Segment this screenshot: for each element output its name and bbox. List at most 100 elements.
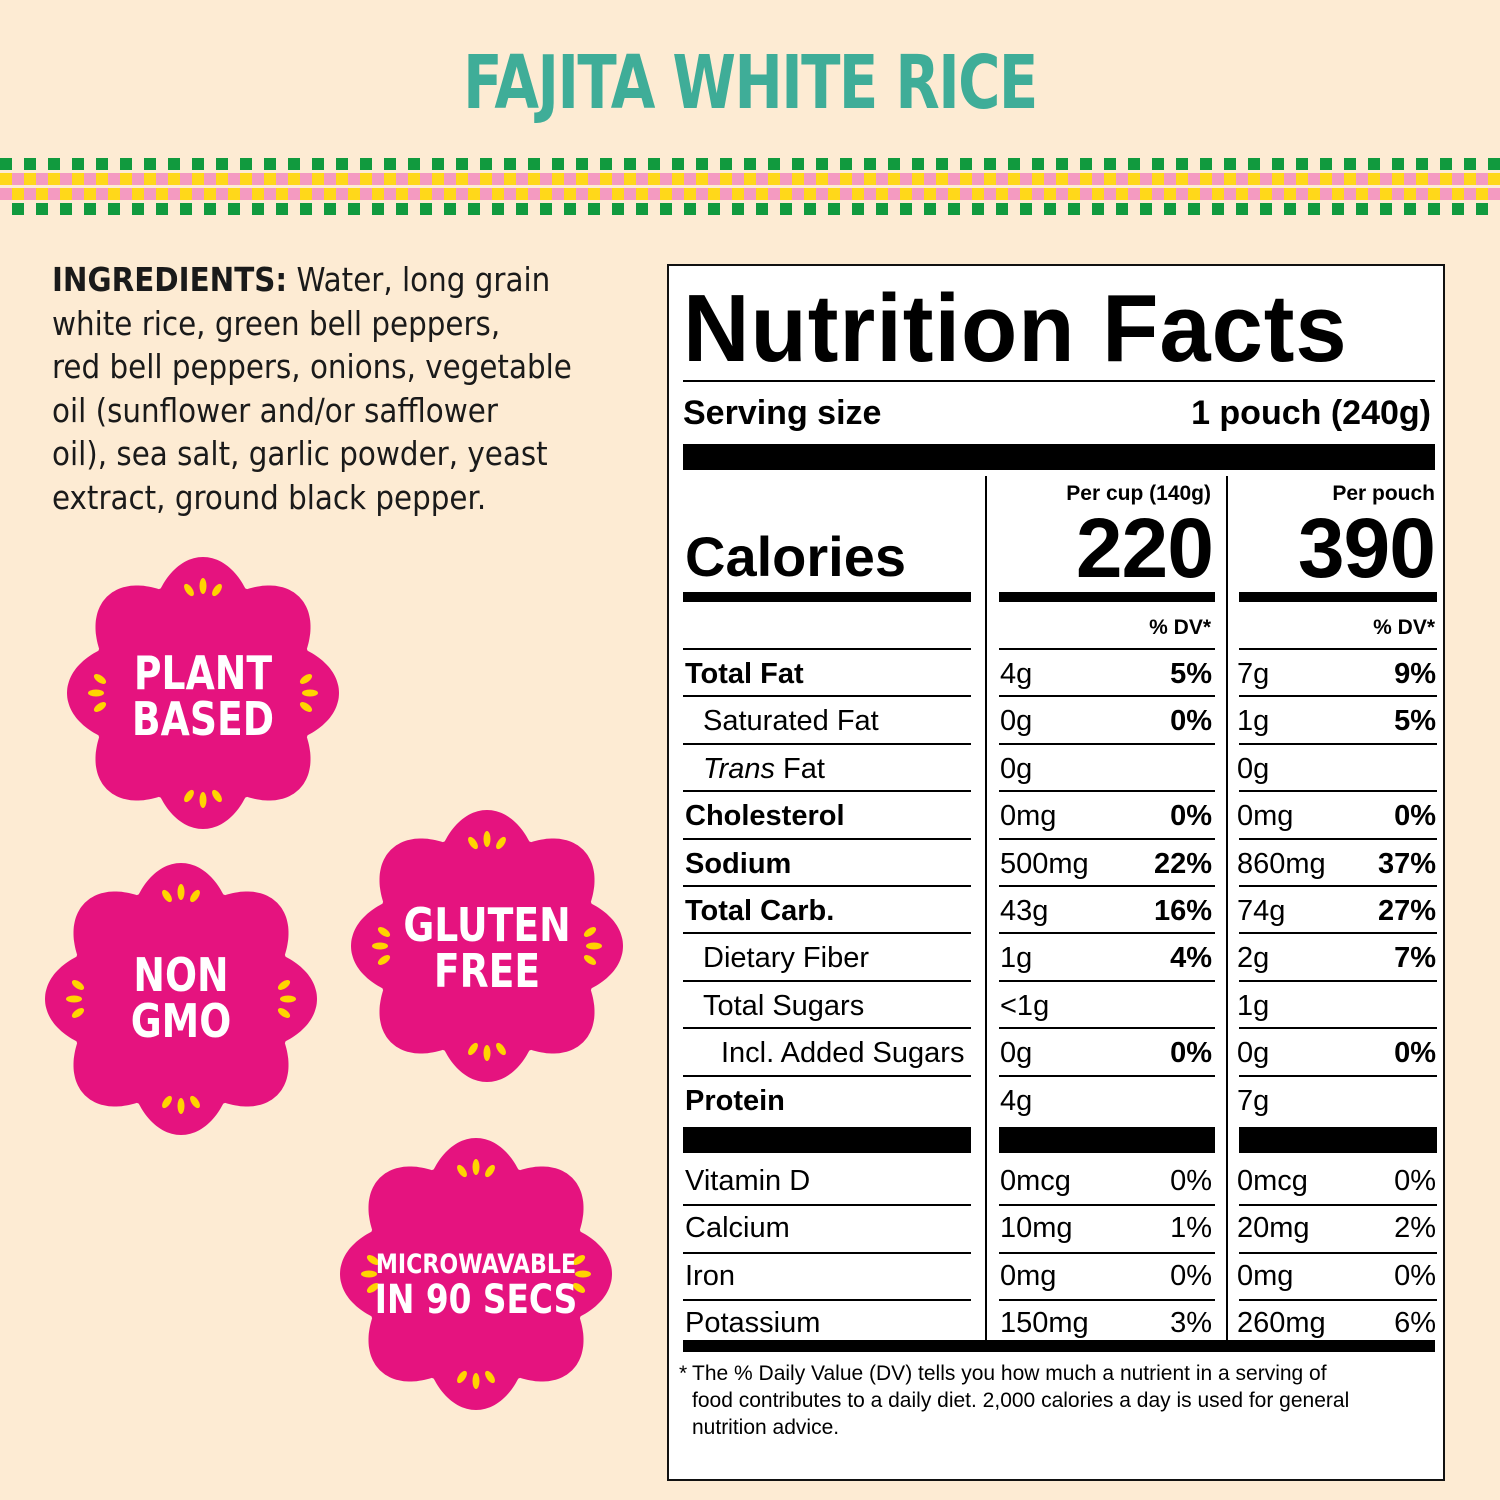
checker-square xyxy=(864,173,876,185)
checker-square xyxy=(1116,173,1128,185)
checker-square xyxy=(1248,188,1260,200)
badge-accent xyxy=(583,927,602,965)
badge-accent xyxy=(468,831,506,850)
checker-square xyxy=(1080,158,1092,170)
checker-square xyxy=(1476,173,1488,185)
checker-square xyxy=(1404,173,1416,185)
checker-square xyxy=(24,173,36,185)
checker-square xyxy=(744,173,756,185)
checker-square xyxy=(228,173,240,185)
checker-square xyxy=(1344,158,1356,170)
checker-square xyxy=(108,203,120,215)
row-divider xyxy=(683,932,971,935)
badge-accent xyxy=(162,884,200,903)
checker-square xyxy=(1332,173,1344,185)
accent-petal xyxy=(572,1283,586,1293)
thick-divider xyxy=(683,1340,1435,1352)
dv-per-cup: 0% xyxy=(1170,1037,1212,1070)
row-divider xyxy=(999,1204,1215,1207)
checker-square xyxy=(912,173,924,185)
dv-per-cup: 0% xyxy=(1170,1259,1212,1292)
checker-square xyxy=(1152,158,1164,170)
row-divider xyxy=(1239,932,1437,935)
checker-square xyxy=(324,203,336,215)
checker-square xyxy=(1452,173,1464,185)
checker-square xyxy=(960,173,972,185)
row-divider xyxy=(683,1251,971,1254)
checker-square xyxy=(516,173,528,185)
checker-square xyxy=(48,173,60,185)
row-divider xyxy=(683,979,971,982)
amount-per-cup: 1g xyxy=(1000,942,1033,975)
checker-square xyxy=(984,173,996,185)
checker-square xyxy=(24,188,36,200)
flower-badge-icon xyxy=(67,557,339,829)
checker-square xyxy=(1332,203,1344,215)
badge-accent xyxy=(572,1255,591,1293)
row-divider xyxy=(999,979,1215,982)
checker-square xyxy=(1056,188,1068,200)
nutrient-name: Trans Fat xyxy=(703,753,825,786)
checker-square xyxy=(948,188,960,200)
checker-square xyxy=(816,173,828,185)
checker-square xyxy=(1356,203,1368,215)
checker-square xyxy=(1224,158,1236,170)
checker-square xyxy=(1176,173,1188,185)
checker-square xyxy=(900,203,912,215)
accent-petal xyxy=(280,995,296,1003)
checker-square xyxy=(744,158,756,170)
checker-square xyxy=(288,158,300,170)
thick-divider xyxy=(999,1127,1215,1153)
checker-square xyxy=(516,188,528,200)
checker-square xyxy=(60,173,72,185)
checker-square xyxy=(744,188,756,200)
checker-square xyxy=(408,188,420,200)
dv-per-pouch: 2% xyxy=(1394,1212,1436,1245)
badge-accent xyxy=(457,1370,495,1389)
checker-square xyxy=(660,188,672,200)
checker-square xyxy=(804,173,816,185)
checker-square xyxy=(420,173,432,185)
checker-square xyxy=(1236,173,1248,185)
dv-per-cup: 0% xyxy=(1170,1165,1212,1197)
amount-per-pouch: 20mg xyxy=(1237,1212,1310,1245)
dv-per-pouch: 6% xyxy=(1394,1307,1436,1340)
checker-square xyxy=(1008,173,1020,185)
checker-square xyxy=(900,173,912,185)
dv-per-pouch: 7% xyxy=(1394,942,1436,975)
badge-line: NON xyxy=(133,948,229,1002)
nutrient-name: Saturated Fat xyxy=(703,705,879,738)
badge-line: GLUTEN xyxy=(403,898,571,952)
vitamin-name: Potassium xyxy=(685,1307,821,1340)
accent-petal xyxy=(162,1095,172,1109)
checker-square xyxy=(300,203,312,215)
checker-square xyxy=(1248,173,1260,185)
checker-square xyxy=(588,173,600,185)
checker-square xyxy=(456,188,468,200)
checker-square xyxy=(72,173,84,185)
accent-petal xyxy=(66,995,82,1003)
checker-square xyxy=(1068,203,1080,215)
checker-square xyxy=(0,188,12,200)
checker-square xyxy=(648,158,660,170)
checker-square xyxy=(924,173,936,185)
nutrient-name: Total Sugars xyxy=(703,989,865,1022)
checker-square xyxy=(288,188,300,200)
ingredients-line: white rice, green bell peppers, xyxy=(52,303,501,343)
checker-square xyxy=(492,173,504,185)
checker-square xyxy=(708,203,720,215)
checker-square xyxy=(276,173,288,185)
vitamin-name: Iron xyxy=(685,1259,735,1292)
amount-per-cup: 500mg xyxy=(1000,847,1089,880)
badge-accent xyxy=(468,1042,506,1061)
row-divider xyxy=(999,1027,1215,1030)
checker-square xyxy=(108,188,120,200)
amount-per-pouch: 0mg xyxy=(1237,800,1294,833)
checker-square xyxy=(156,203,168,215)
checker-square xyxy=(1164,203,1176,215)
checker-square xyxy=(1200,158,1212,170)
checker-square xyxy=(1092,203,1104,215)
checker-square xyxy=(144,173,156,185)
checker-square xyxy=(684,173,696,185)
checker-square xyxy=(768,158,780,170)
